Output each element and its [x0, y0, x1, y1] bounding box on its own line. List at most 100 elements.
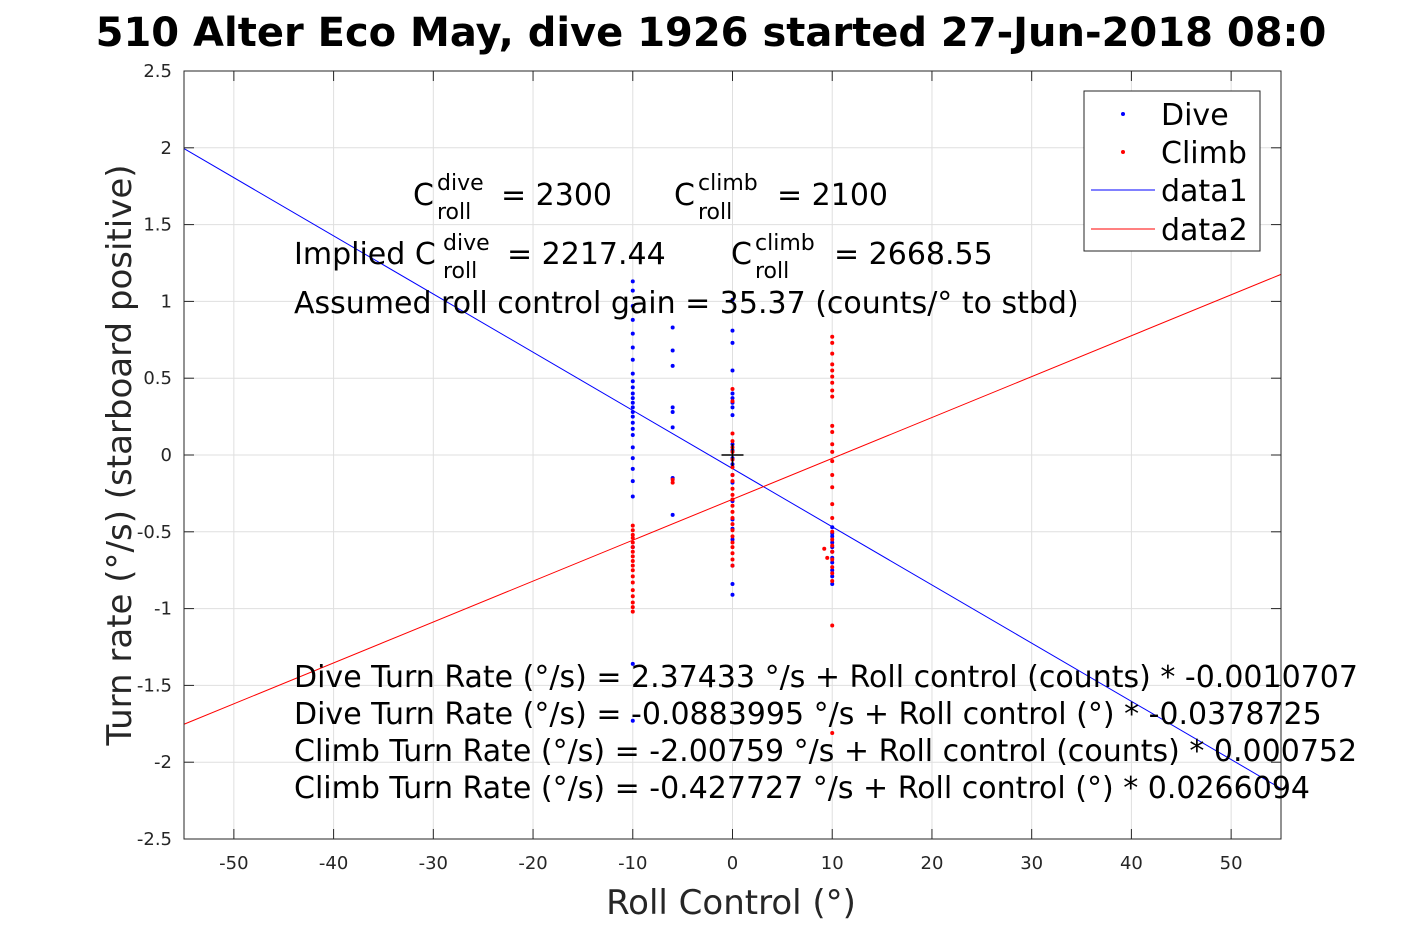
- x-tick-label: -20: [518, 853, 547, 874]
- climb-point: [730, 509, 735, 514]
- x-tick-label: -30: [419, 853, 448, 874]
- climb-point: [630, 605, 635, 610]
- y-tick-label: 1: [161, 291, 172, 312]
- dive-point: [730, 592, 735, 597]
- climb-point: [730, 528, 735, 533]
- coef-dive-sup: dive: [437, 171, 484, 196]
- dive-point: [630, 345, 635, 350]
- coef-dive-base: C: [413, 178, 434, 213]
- implied-climb-sub: roll: [755, 259, 789, 284]
- climb-point: [630, 554, 635, 559]
- climb-point: [730, 551, 735, 556]
- dive-point: [830, 525, 835, 530]
- climb-point: [830, 565, 835, 570]
- legend-label-data2: data2: [1161, 213, 1248, 248]
- x-tick-label: 40: [1120, 853, 1143, 874]
- x-tick-label: -10: [618, 853, 647, 874]
- dive-point: [630, 661, 635, 666]
- climb-point: [630, 609, 635, 614]
- dive-point: [730, 537, 735, 542]
- implied-dive-value: = 2217.44: [507, 237, 666, 272]
- climb-point: [730, 479, 735, 484]
- climb-point: [830, 394, 835, 399]
- dive-point: [670, 512, 675, 517]
- climb-point: [630, 528, 635, 533]
- y-tick-label: 2.5: [143, 61, 172, 82]
- dive-point: [630, 466, 635, 471]
- climb-point: [730, 497, 735, 502]
- climb-point: [730, 522, 735, 527]
- legend-swatch-dive: [1121, 112, 1125, 116]
- annotation-implied-dive: Implied C dive roll = 2217.44: [294, 231, 666, 284]
- climb-point: [630, 545, 635, 550]
- climb-point: [830, 459, 835, 464]
- climb-point: [830, 731, 835, 736]
- climb-point: [730, 557, 735, 562]
- climb-point: [730, 439, 735, 444]
- y-axis-label: Turn rate (°/s) (starboard positive): [100, 164, 140, 746]
- climb-point: [830, 529, 835, 534]
- coef-climb-value: = 2100: [777, 178, 888, 213]
- dive-point: [630, 317, 635, 322]
- dive-point: [730, 340, 735, 345]
- climb-point: [670, 480, 675, 485]
- dive-point: [630, 385, 635, 390]
- dive-point: [630, 279, 635, 284]
- climb-point: [630, 549, 635, 554]
- dive-point: [730, 405, 735, 410]
- x-tick-label: -40: [319, 853, 348, 874]
- climb-point: [630, 600, 635, 605]
- equation-climb-degrees: Climb Turn Rate (°/s) = -0.427727 °/s + …: [294, 771, 1310, 806]
- dive-point: [630, 400, 635, 405]
- climb-point: [730, 465, 735, 470]
- climb-point: [830, 543, 835, 548]
- dive-point: [630, 426, 635, 431]
- climb-point: [830, 380, 835, 385]
- dive-point: [630, 445, 635, 450]
- x-tick-label: -50: [219, 853, 248, 874]
- annotation-coef-climb: C climb roll = 2100: [674, 171, 888, 225]
- dive-point: [630, 391, 635, 396]
- climb-point: [730, 386, 735, 391]
- climb-point: [730, 486, 735, 491]
- legend-box: [1083, 90, 1261, 252]
- dive-point: [630, 409, 635, 414]
- chart-title: 510 Alter Eco May, dive 1926 started 27-…: [96, 10, 1327, 56]
- equation-dive-counts: Dive Turn Rate (°/s) = 2.37433 °/s + Rol…: [294, 660, 1358, 695]
- y-tick-label: 0.5: [143, 368, 172, 389]
- dive-point: [630, 288, 635, 293]
- dive-point: [670, 405, 675, 410]
- implied-prefix: Implied C: [294, 237, 436, 272]
- dive-point: [830, 540, 835, 545]
- dive-point: [730, 328, 735, 333]
- dive-point: [730, 582, 735, 587]
- origin-marker: [721, 444, 744, 466]
- dive-point: [630, 494, 635, 499]
- dive-point: [630, 357, 635, 362]
- dive-point: [630, 371, 635, 376]
- dive-point: [670, 425, 675, 430]
- y-tick-label: -1.5: [137, 675, 172, 696]
- dive-point: [630, 479, 635, 484]
- climb-point: [630, 588, 635, 593]
- implied-climb-base: C: [731, 237, 752, 272]
- climb-point: [830, 472, 835, 477]
- climb-point: [830, 502, 835, 507]
- climb-point: [830, 442, 835, 447]
- legend-swatch-climb: [1121, 150, 1125, 154]
- dive-point: [630, 304, 635, 309]
- annotation-coef-dive: C dive roll = 2300: [413, 171, 612, 225]
- dive-point: [630, 414, 635, 419]
- legend-label-data1: data1: [1161, 174, 1248, 209]
- climb-point: [670, 477, 675, 482]
- equation-dive-degrees: Dive Turn Rate (°/s) = -0.0883995 °/s + …: [294, 697, 1322, 732]
- y-tick-labels: 2.5 2 1.5 1 0.5 0 -0.5 -1 -1.5 -2 -2.5: [137, 61, 172, 850]
- y-tick-label: -2: [154, 752, 172, 773]
- axes-box: [183, 70, 1282, 840]
- dive-point: [830, 582, 835, 587]
- x-tick-label: 0: [727, 853, 738, 874]
- climb-point: [830, 423, 835, 428]
- climb-point: [730, 399, 735, 404]
- coef-dive-sub: roll: [437, 200, 471, 225]
- climb-point: [830, 515, 835, 520]
